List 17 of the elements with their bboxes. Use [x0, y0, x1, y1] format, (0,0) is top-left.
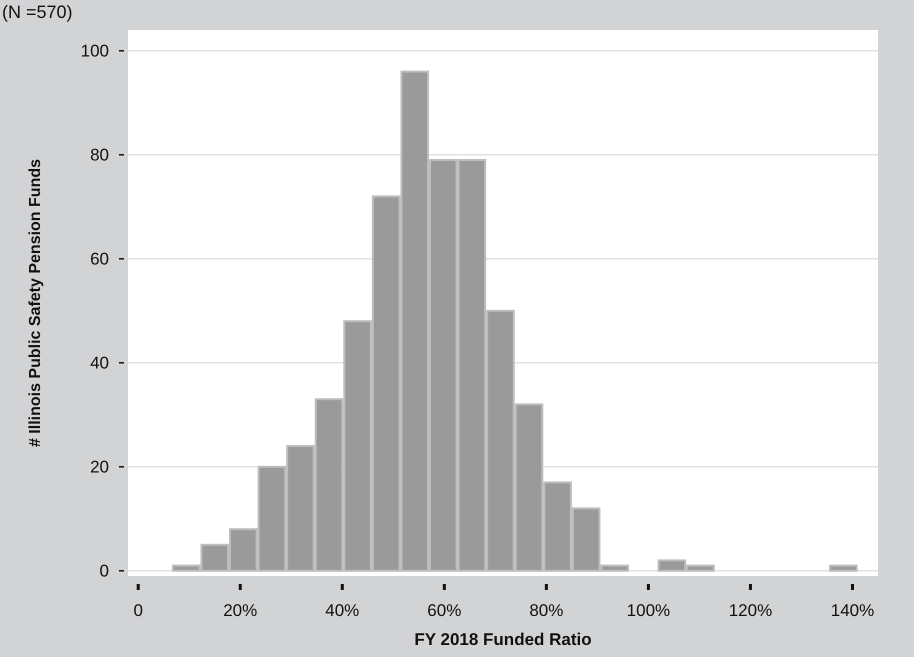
x-axis-title: FY 2018 Funded Ratio	[414, 630, 592, 649]
x-tick-label: 80%	[529, 601, 564, 620]
y-tick-label: 60	[90, 249, 109, 268]
y-axis-title: # Illinois Public Safety Pension Funds	[27, 158, 44, 448]
x-tick-label: 140%	[830, 601, 874, 620]
x-tick-label: 120%	[728, 601, 772, 620]
x-tick-label: 20%	[223, 601, 258, 620]
y-tick-label: 40	[90, 353, 109, 372]
y-tick-label: 100	[80, 41, 109, 60]
chart-subtitle: (N =570)	[2, 2, 73, 22]
y-tick-label: 0	[100, 561, 109, 580]
x-tick-label: 0	[133, 601, 143, 620]
x-tick-label: 60%	[427, 601, 462, 620]
y-tick-label: 80	[90, 145, 109, 164]
x-tick-label: 40%	[325, 601, 360, 620]
x-tick-label: 100%	[626, 601, 670, 620]
y-tick-label: 20	[90, 457, 109, 476]
